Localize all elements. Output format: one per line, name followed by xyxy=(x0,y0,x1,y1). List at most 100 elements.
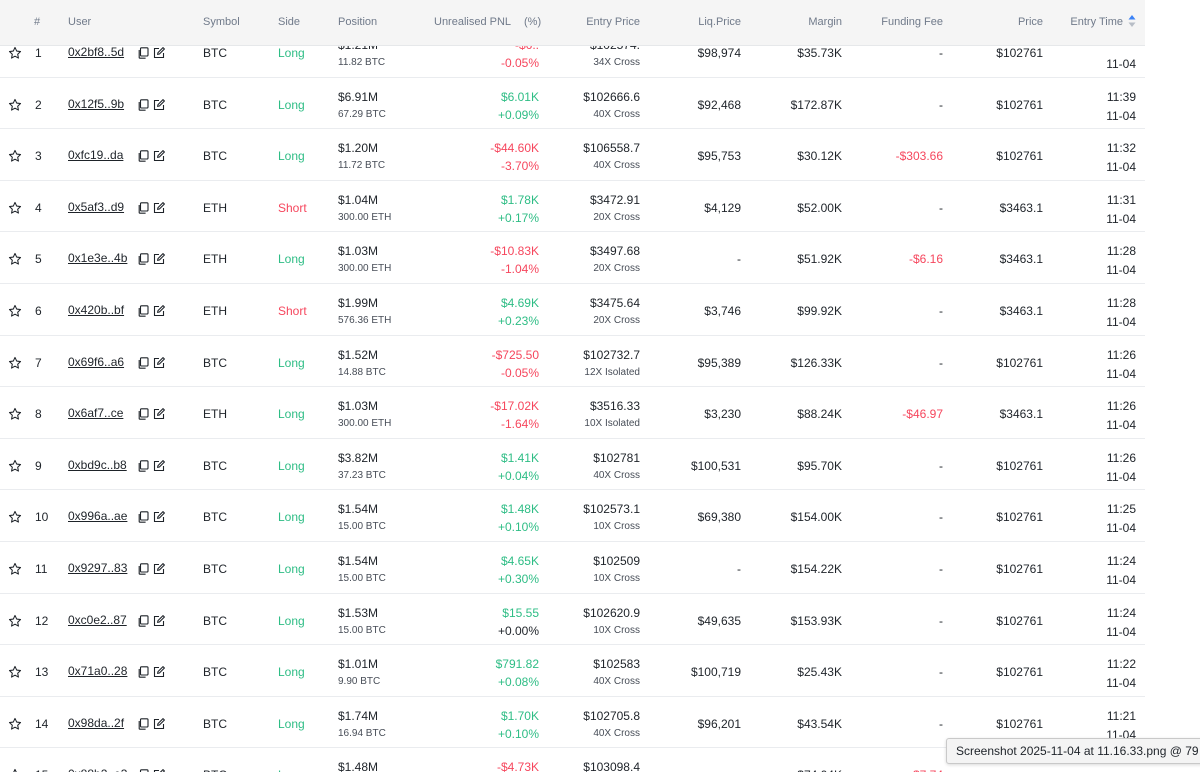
table-row[interactable]: 3 0xfc19..da BTC Long $1.20M 11.72 BTC -$44.60… xyxy=(0,129,1145,181)
star-icon[interactable] xyxy=(8,149,22,163)
liq-price: $96,201 xyxy=(697,716,741,731)
star-icon[interactable] xyxy=(8,46,22,60)
user-address-link[interactable]: 0x9297..83 xyxy=(68,560,128,575)
edit-icon[interactable] xyxy=(153,407,165,420)
unrealised-pnl: -$10.83K xyxy=(490,244,539,259)
table-row[interactable]: 9 0xbd9c..b8 BTC Long $3.82M 37.23 BTC $1.41K +… xyxy=(0,439,1145,491)
copy-icon[interactable] xyxy=(137,149,149,162)
edit-icon[interactable] xyxy=(153,252,165,265)
edit-icon[interactable] xyxy=(153,562,165,574)
table-row[interactable]: 4 0x5af3..d9 ETH Short $1.04M 300.00 ETH $1.78… xyxy=(0,181,1145,233)
user-address-link[interactable]: 0x71a0..28 xyxy=(68,664,128,679)
user-address-link[interactable]: 0x1e3e..4b xyxy=(68,251,128,266)
copy-icon[interactable] xyxy=(137,407,149,420)
position-size: 11.72 BTC xyxy=(338,160,386,172)
edit-icon[interactable] xyxy=(153,614,165,626)
edit-icon[interactable] xyxy=(153,98,165,110)
star-icon[interactable] xyxy=(8,614,22,628)
star-icon[interactable] xyxy=(8,562,22,576)
star-icon[interactable] xyxy=(8,201,22,215)
edit-icon[interactable] xyxy=(153,459,165,471)
side: Long xyxy=(278,613,305,628)
user-address-link[interactable]: 0x98da..2f xyxy=(68,715,125,730)
star-icon[interactable] xyxy=(8,356,22,370)
position-size: 11.82 BTC xyxy=(338,57,386,68)
position-size: 9.90 BTC xyxy=(338,676,381,688)
star-icon[interactable] xyxy=(8,459,22,473)
star-icon[interactable] xyxy=(8,252,22,266)
liq-price: - xyxy=(737,561,741,576)
user-address-link[interactable]: 0x12f5..9b xyxy=(68,96,125,111)
edit-icon[interactable] xyxy=(153,665,165,678)
edit-icon[interactable] xyxy=(153,149,165,162)
star-icon[interactable] xyxy=(8,510,22,524)
pnl-percent: +0.10% xyxy=(497,520,539,535)
table-row[interactable]: 2 0x12f5..9b BTC Long $6.91M 67.29 BTC $6.01K +… xyxy=(0,78,1145,130)
user-address-link[interactable]: 0x996a..ae xyxy=(68,509,128,524)
table-row[interactable]: 8 0x6af7..ce ETH Long $1.03M 300.00 ETH -$17.0… xyxy=(0,387,1145,439)
table-row[interactable]: 7 0x69f6..a6 BTC Long $1.52M 14.88 BTC -$725.5… xyxy=(0,336,1145,388)
user-address-link[interactable]: 0xc0e2..87 xyxy=(68,612,127,627)
table-row[interactable]: 13 0x71a0..28 BTC Long $1.01M 9.90 BTC $791.82… xyxy=(0,645,1145,697)
margin: $154.22K xyxy=(790,561,842,576)
user-address-link[interactable]: 0x420b..bf xyxy=(68,302,125,317)
user-address-link[interactable]: 0x6af7..ce xyxy=(68,406,124,421)
table-row[interactable]: 12 0xc0e2..87 BTC Long $1.53M 15.00 BTC $15.55… xyxy=(0,594,1145,646)
star-icon[interactable] xyxy=(8,665,22,679)
star-icon[interactable] xyxy=(8,717,22,731)
user-address-link[interactable]: 0x2bf8..5d xyxy=(68,45,125,59)
star-icon[interactable] xyxy=(8,768,22,772)
copy-icon[interactable] xyxy=(137,252,149,266)
right-gutter xyxy=(1145,0,1200,772)
table-row[interactable]: 14 0x98da..2f BTC Long $1.74M 16.94 BTC $1.70K… xyxy=(0,697,1145,749)
position-size: 15.00 BTC xyxy=(338,521,386,533)
margin: $51.92K xyxy=(797,252,842,267)
sort-icon[interactable] xyxy=(1128,14,1136,28)
copy-icon[interactable] xyxy=(137,304,149,317)
edit-icon[interactable] xyxy=(153,304,165,317)
star-icon[interactable] xyxy=(8,98,22,112)
entry-price: $102666.6 xyxy=(583,89,640,104)
star-icon[interactable] xyxy=(8,407,22,421)
copy-icon[interactable] xyxy=(137,717,149,730)
symbol: ETH xyxy=(203,407,227,422)
liq-price: $3,746 xyxy=(704,303,741,318)
edit-icon[interactable] xyxy=(153,356,165,368)
user-address-link[interactable]: 0xbd9c..b8 xyxy=(68,457,127,472)
copy-icon[interactable] xyxy=(137,510,149,524)
table-row[interactable]: 6 0x420b..bf ETH Short $1.99M 576.36 ETH $4.69… xyxy=(0,284,1145,336)
table-row[interactable]: 10 0x996a..ae BTC Long $1.54M 15.00 BTC $1.48K… xyxy=(0,490,1145,542)
edit-icon[interactable] xyxy=(153,46,165,59)
position-value: $1.48M xyxy=(338,760,379,772)
funding-fee: - xyxy=(939,355,943,370)
copy-icon[interactable] xyxy=(137,356,149,369)
copy-icon[interactable] xyxy=(137,98,149,111)
entry-price: $3472.91 xyxy=(589,192,640,207)
copy-icon[interactable] xyxy=(137,768,149,772)
star-icon[interactable] xyxy=(8,304,22,318)
entry-date: 11-04 xyxy=(1106,572,1136,587)
user-address-link[interactable]: 0x88b2..e3 xyxy=(68,767,127,772)
table-row[interactable]: 150x88b2..e3BTCLong$1.48M14.40 BTC-$4.73… xyxy=(0,748,1145,772)
table-row[interactable]: 5 0x1e3e..4b ETH Long $1.03M 300.00 ETH -$10.8… xyxy=(0,232,1145,284)
copy-icon[interactable] xyxy=(137,562,149,575)
col-entry-time[interactable]: Entry Time xyxy=(1070,15,1123,29)
table-row[interactable]: 11 0x9297..83 BTC Long $1.54M 15.00 BTC $4.65K… xyxy=(0,542,1145,594)
unrealised-pnl: $1.78K xyxy=(500,192,539,207)
edit-icon[interactable] xyxy=(153,717,165,729)
user-address-link[interactable]: 0x69f6..a6 xyxy=(68,354,125,369)
copy-icon[interactable] xyxy=(137,46,149,59)
user-address-link[interactable]: 0xfc19..da xyxy=(68,148,124,163)
edit-icon[interactable] xyxy=(153,768,165,772)
pnl-percent: +0.09% xyxy=(497,107,539,122)
copy-icon[interactable] xyxy=(137,459,149,472)
copy-icon[interactable] xyxy=(137,201,149,214)
edit-icon[interactable] xyxy=(153,201,165,213)
copy-icon[interactable] xyxy=(137,665,149,678)
margin: $30.12K xyxy=(797,149,842,164)
unrealised-pnl: -$44.60K xyxy=(490,141,539,156)
edit-icon[interactable] xyxy=(153,510,165,523)
copy-icon[interactable] xyxy=(137,614,149,627)
user-address-link[interactable]: 0x5af3..d9 xyxy=(68,199,125,214)
pnl-percent: +0.04% xyxy=(497,468,539,483)
